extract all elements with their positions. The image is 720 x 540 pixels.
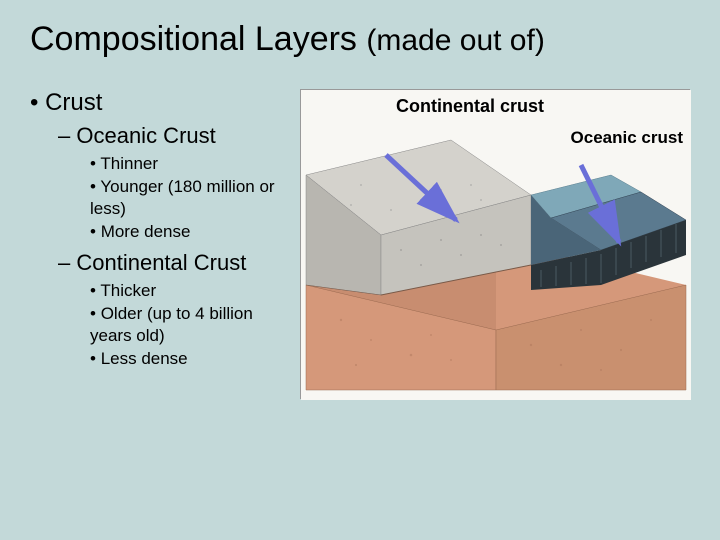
title-main: Compositional Layers bbox=[30, 20, 357, 58]
bullet-continental: Continental Crust Thicker Older (up to 4… bbox=[58, 250, 290, 369]
diagram-column: Continental crust Oceanic crust bbox=[300, 89, 690, 399]
continental-item-0: Thicker bbox=[90, 280, 290, 301]
bullet-oceanic: Oceanic Crust Thinner Younger (180 milli… bbox=[58, 123, 290, 242]
label-oceanic: Oceanic crust bbox=[571, 128, 683, 148]
label-continental: Continental crust bbox=[396, 96, 544, 117]
oceanic-item-2: More dense bbox=[90, 221, 290, 242]
oceanic-item-1: Younger (180 million or less) bbox=[90, 176, 290, 219]
crust-diagram: Continental crust Oceanic crust bbox=[300, 89, 690, 399]
text-column: Crust Oceanic Crust Thinner Younger (180… bbox=[30, 89, 290, 399]
slide-title: Compositional Layers (made out of) bbox=[30, 20, 690, 59]
bullet-crust: Crust Oceanic Crust Thinner Younger (180… bbox=[30, 89, 290, 369]
continental-item-2: Less dense bbox=[90, 348, 290, 369]
bullet-list: Crust Oceanic Crust Thinner Younger (180… bbox=[30, 89, 290, 369]
oceanic-item-0: Thinner bbox=[90, 153, 290, 174]
continental-item-1: Older (up to 4 billion years old) bbox=[90, 303, 290, 346]
title-sub: (made out of) bbox=[366, 24, 544, 57]
content-row: Crust Oceanic Crust Thinner Younger (180… bbox=[30, 89, 690, 399]
slide: Compositional Layers (made out of) Crust… bbox=[0, 0, 720, 540]
bullet-crust-label: Crust bbox=[45, 89, 102, 116]
bullet-oceanic-label: Oceanic Crust bbox=[76, 123, 215, 148]
bullet-continental-label: Continental Crust bbox=[76, 250, 246, 275]
